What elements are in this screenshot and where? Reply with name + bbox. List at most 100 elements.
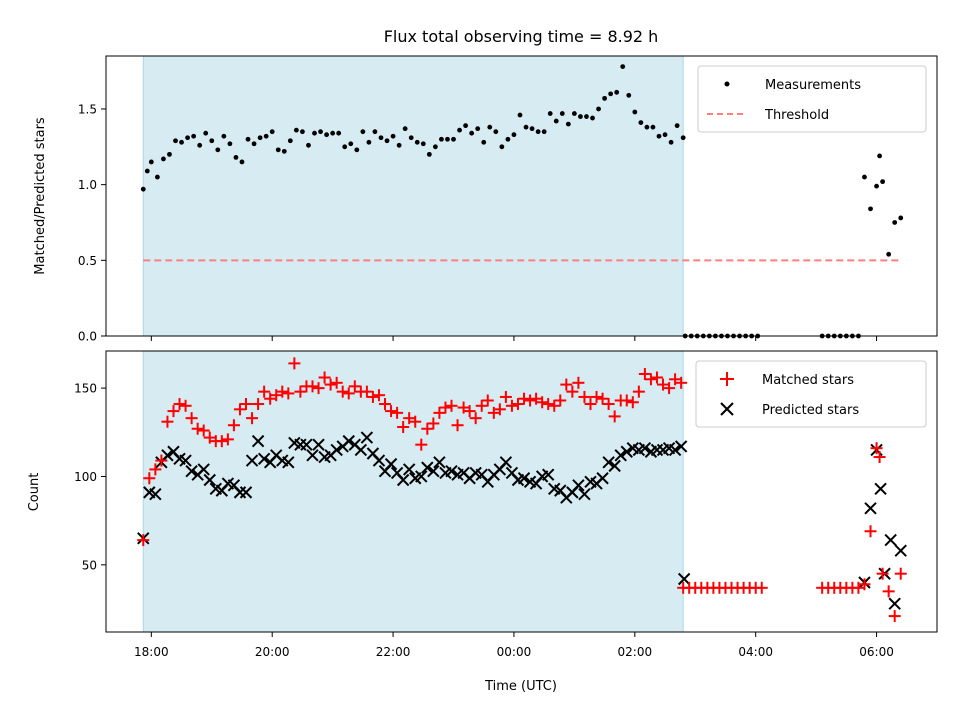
predicted-point [614,449,627,462]
top-ytick-label: 0.0 [78,330,97,344]
top-ticks: 0.0 0.5 1.0 1.5 [78,102,878,344]
cross-b [517,472,531,485]
matched-point [894,567,907,580]
matched-point [457,401,470,414]
measurement-point [154,174,160,180]
measurement-point [632,109,638,115]
measurement-point [318,129,323,135]
matched-point [493,403,506,416]
cross-b [874,482,887,496]
cross-b [499,456,513,469]
matched-point [270,389,283,402]
cross-b [179,454,192,467]
matched-point [882,585,895,598]
cross-b [390,466,404,480]
predicted-point [257,452,271,466]
measurement-point [565,121,571,127]
measurement-point [445,136,450,142]
cross-b [421,461,434,474]
predicted-point [282,456,295,469]
predicted-point [300,438,313,451]
cross-b [366,447,380,460]
matched-point [505,399,518,412]
matched-point [873,451,886,464]
matched-point [215,435,228,448]
measurement-point [680,135,686,141]
cross-b [143,486,156,499]
predicted-point [541,468,555,481]
xtick-label: 20:00 [255,645,290,659]
matched-point [221,433,234,446]
observing-window-top [142,55,684,337]
predicted-point [402,463,416,476]
cross-b [864,502,877,515]
cross-b [505,466,519,480]
measurement-point [191,133,197,139]
measurement-point [354,147,360,153]
cross-b [674,440,688,453]
predicted-point [445,464,458,478]
measurement-point [650,124,656,130]
measurement-point [275,147,281,153]
measurement-point [880,179,886,185]
chart-title: Flux total observing time = 8.92 h [384,27,659,46]
cross-b [602,456,615,469]
measurement-point [505,136,511,142]
measurement-point [233,155,239,160]
cross-b [276,454,289,467]
matched-point [566,385,579,398]
measurement-point [378,135,384,141]
predicted-point [677,572,691,586]
measurement-point [245,136,251,142]
cross-b [239,486,253,499]
measurement-point [547,111,553,116]
legend-predicted-marker [720,402,734,416]
measurement-point [602,95,607,101]
matched-point [870,442,883,455]
predicted-point [239,486,253,499]
measurement-point [402,126,408,132]
matched-point [161,415,174,428]
measurement-point [662,132,668,138]
matched-point-baseline [852,581,865,594]
measurement-point [366,139,372,145]
measurement-point [306,142,311,148]
measurement-point [638,120,644,125]
measurement-point [348,141,354,147]
measurement-point [312,130,317,136]
predicted-point [596,472,609,485]
predicted-point [342,434,355,448]
measurement-point [511,132,517,138]
measurement-point [469,130,475,136]
matched-point [173,398,186,411]
predicted-point [499,456,513,469]
top-panel: 0.0 0.5 1.0 1.5 Matched/Predicted stars Mea… [33,55,938,344]
measurement-point [239,159,245,165]
bottom-ylabel: Count [27,473,42,512]
matched-point [252,398,265,411]
measurement-point [161,156,166,162]
top-axes-frame [105,55,938,337]
measurement-point [457,127,462,133]
matched-point [427,417,440,430]
predicted-point [602,456,615,469]
cross-b [161,449,174,462]
measurement-point [324,132,329,138]
measurement-point [336,130,342,136]
predicted-point [608,459,621,473]
measurement-point [140,186,146,192]
measurement-point [439,136,444,142]
matched-point [626,396,639,409]
matched-point [560,378,573,391]
xtick-label: 00:00 [497,645,532,659]
measurement-point [300,129,305,135]
measurement-point [517,112,523,118]
matched-point [372,389,385,402]
cross-b [348,438,362,451]
matched-point [421,422,434,435]
predicted-point [864,502,877,515]
measurement-point [590,115,595,121]
measurement-point [293,127,299,133]
measurement-point [596,106,601,112]
cross-b [384,457,398,471]
